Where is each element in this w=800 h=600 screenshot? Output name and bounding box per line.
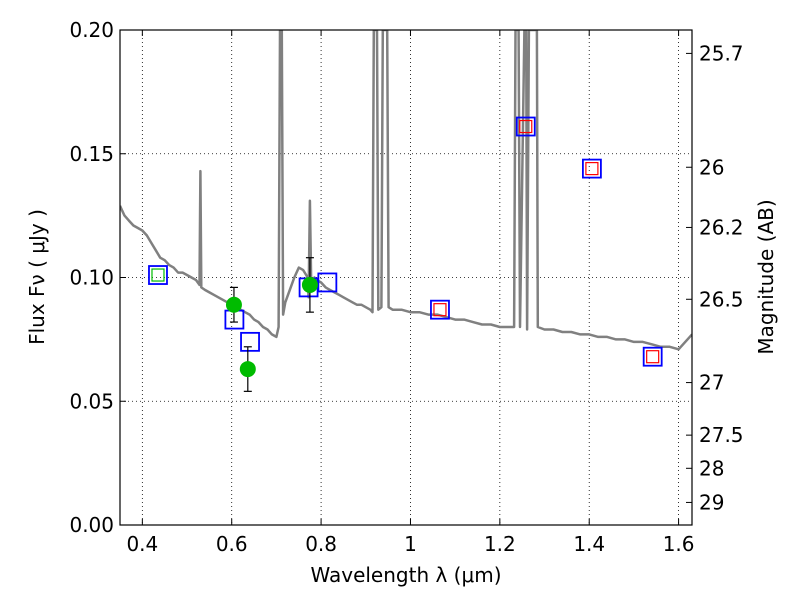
observed-point [239, 361, 256, 378]
observed-point [225, 296, 242, 313]
model-spectrum-line [120, 30, 692, 351]
x-axis-label: Wavelength λ (μm) [310, 563, 501, 587]
mag-tick-label: 27 [699, 371, 724, 395]
band-square-inner [519, 119, 533, 134]
x-tick-label: 0.4 [126, 532, 158, 556]
y-tick-label: 0.00 [69, 513, 114, 537]
mag-tick-label: 29 [699, 490, 724, 514]
y-tick-label: 0.15 [69, 142, 114, 166]
mag-tick-label: 28 [699, 456, 724, 480]
mag-tick-label: 26.2 [699, 215, 744, 239]
model-photometry-square [148, 265, 168, 285]
mag-tick-label: 25.7 [699, 41, 744, 65]
tick-marks [120, 29, 692, 526]
mag-tick-label: 26.5 [699, 287, 744, 311]
mag-tick-label: 26 [699, 155, 724, 179]
x-tick-label: 0.8 [305, 532, 337, 556]
band-square-inner [151, 268, 165, 282]
grid-lines [120, 30, 692, 525]
model-photometry-square [582, 158, 602, 179]
model-photometry-square [240, 331, 260, 352]
x-tick-label: 1.2 [484, 532, 516, 556]
band-square-inner [433, 303, 447, 317]
band-square-inner [585, 162, 599, 176]
y-axis-label: Flux Fν ( μJy ) [25, 209, 49, 345]
y-tick-label: 0.10 [69, 266, 114, 290]
x-tick-label: 1 [404, 532, 417, 556]
y-tick-label: 0.20 [69, 18, 114, 42]
y-tick-label: 0.05 [69, 389, 114, 413]
mag-tick-label: 27.5 [699, 423, 744, 447]
tick-labels: 0.4 0.6 0.8 1 1.2 1.4 1.6 0.00 0.05 0.10 0.15 0.20 2… [69, 18, 743, 556]
data-layer [120, 30, 692, 392]
plot-background [120, 30, 692, 525]
model-photometry-square [642, 346, 663, 367]
model-photometry-square [430, 299, 450, 320]
model-photometry-square [317, 272, 338, 293]
observed-point [301, 276, 318, 293]
x-tick-label: 1.6 [663, 532, 695, 556]
y-axis-right-label: Magnitude (AB) [754, 199, 778, 354]
band-square-inner [646, 350, 660, 364]
x-tick-label: 0.6 [216, 532, 248, 556]
model-photometry-square [515, 116, 536, 137]
x-tick-label: 1.4 [573, 532, 605, 556]
